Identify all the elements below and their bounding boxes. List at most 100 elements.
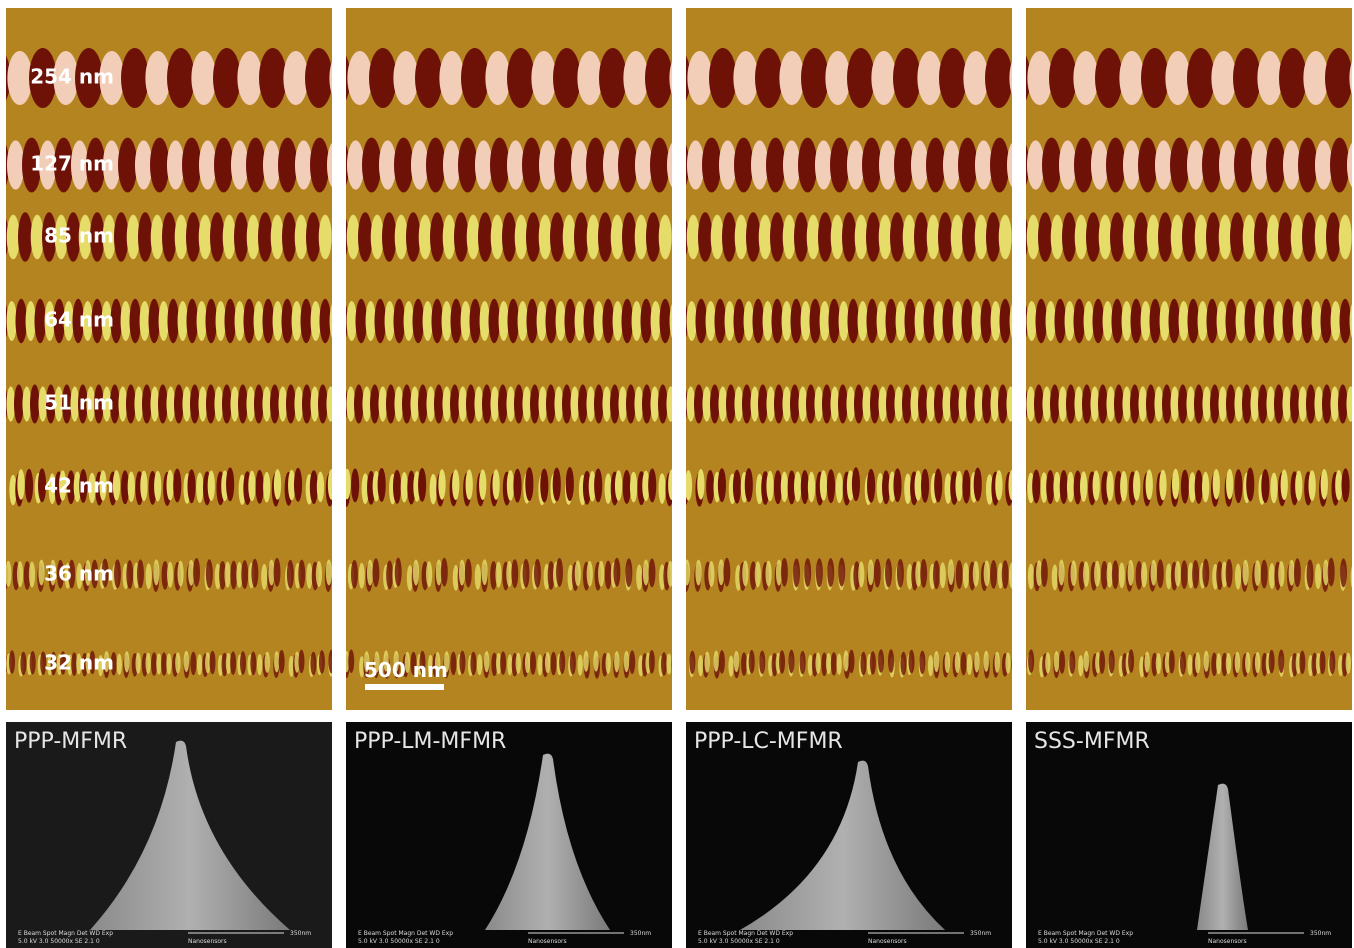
domain-dark (490, 560, 498, 590)
domain-dark (622, 469, 631, 504)
domain-dark (1192, 559, 1200, 589)
domain-light (524, 651, 531, 674)
domain-dark (640, 298, 652, 344)
domain-dark (214, 137, 234, 193)
domain-dark (66, 212, 81, 262)
domain-dark (209, 650, 216, 675)
domain-dark (419, 650, 426, 675)
domain-dark (998, 384, 1008, 424)
domain-dark (415, 48, 443, 108)
domain-dark (1306, 384, 1316, 424)
domain-light (669, 304, 672, 338)
domain-dark (319, 298, 331, 344)
domain-light (815, 652, 821, 674)
domain-light (933, 301, 944, 341)
domain-dark (853, 561, 861, 591)
domain-dark (854, 384, 864, 424)
domain-light (1186, 140, 1205, 190)
domain-light (1295, 470, 1303, 502)
domain-light (926, 214, 940, 260)
domain-dark (830, 137, 850, 193)
domain-light (1298, 386, 1308, 422)
domain-light (814, 386, 824, 422)
mfm-pattern (686, 48, 1012, 679)
sem-info: 5.0 kV 3.0 50000x SE 2.1 0 (18, 938, 100, 945)
domain-light (1138, 386, 1148, 422)
domain-dark (689, 650, 696, 675)
domain-light (253, 301, 264, 341)
domain-light (435, 559, 443, 586)
domain-dark (618, 137, 638, 193)
domain-dark (546, 384, 556, 424)
domain-dark (234, 212, 249, 262)
domain-light (329, 61, 332, 95)
sem-info: E Beam Spot Magn Det WD Exp (18, 930, 113, 937)
domain-light (70, 140, 89, 190)
domain-light (1140, 301, 1151, 341)
domain-light (1266, 386, 1276, 422)
sem-maker: Nanosensors (868, 938, 907, 945)
domain-dark (586, 137, 606, 193)
domain-dark (270, 384, 280, 424)
domain-light (246, 386, 256, 422)
domain-light (400, 471, 408, 503)
domain-dark (167, 298, 179, 344)
domain-light (629, 471, 638, 503)
domain-light (116, 653, 122, 675)
domain-dark (1038, 212, 1053, 262)
domain-dark (530, 651, 537, 675)
domain-dark (1234, 137, 1254, 193)
domain-dark (406, 212, 421, 262)
domain-light (1042, 386, 1052, 422)
domain-dark (434, 384, 444, 424)
domain-dark (56, 559, 64, 589)
domain-light (800, 301, 811, 341)
domain-light (1346, 386, 1352, 422)
domain-dark (1260, 559, 1268, 589)
domain-dark (53, 298, 65, 344)
domain-light (650, 301, 661, 341)
domain-dark (790, 298, 802, 344)
domain-light (441, 301, 452, 341)
domain-dark (867, 468, 876, 503)
domain-dark (752, 298, 764, 344)
domain-dark (167, 48, 195, 108)
domain-light (733, 51, 759, 105)
domain-light (6, 214, 20, 260)
domain-light (124, 651, 130, 673)
domain-dark (780, 557, 788, 587)
domain-light (1064, 301, 1075, 341)
domain-dark (718, 650, 725, 674)
domain-light (1234, 651, 1241, 673)
domain-dark (934, 384, 944, 424)
domain-light (947, 559, 955, 585)
domain-dark (873, 558, 881, 588)
domain-dark (686, 389, 688, 419)
domain-light (686, 301, 697, 341)
domain-light (835, 472, 844, 504)
domain-dark (790, 384, 800, 424)
tip (90, 740, 290, 930)
domain-light (1308, 470, 1316, 501)
domain-light (1266, 214, 1280, 260)
domain-light (985, 474, 994, 505)
domain-dark (241, 560, 249, 589)
domain-light (1187, 654, 1193, 676)
domain-light (393, 51, 419, 105)
scale-bar (365, 684, 444, 690)
domain-dark (1059, 469, 1068, 504)
domain-light (954, 651, 961, 674)
domain-light (359, 656, 365, 678)
domain-dark (550, 212, 565, 262)
sem-maker: Nanosensors (188, 938, 227, 945)
domain-light (326, 142, 332, 188)
domain-light (1290, 214, 1304, 260)
domain-light (38, 140, 57, 190)
domain-light (1083, 301, 1094, 341)
domain-light (522, 386, 532, 422)
domain-light (766, 470, 774, 502)
domain-light (686, 470, 693, 501)
domain-dark (450, 298, 462, 344)
domain-dark (478, 212, 493, 262)
domain-light (994, 651, 1000, 673)
